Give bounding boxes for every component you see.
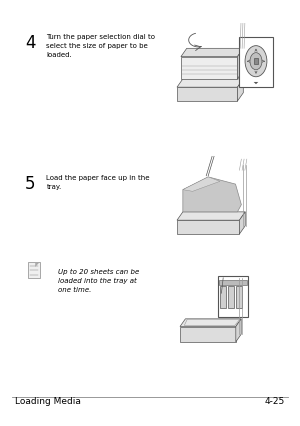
- Polygon shape: [35, 262, 40, 267]
- Polygon shape: [254, 83, 258, 85]
- Polygon shape: [181, 58, 238, 80]
- Polygon shape: [183, 178, 241, 213]
- Polygon shape: [236, 319, 241, 342]
- Polygon shape: [181, 49, 243, 58]
- FancyBboxPatch shape: [239, 38, 273, 88]
- Polygon shape: [183, 178, 220, 192]
- Polygon shape: [180, 319, 241, 327]
- FancyBboxPatch shape: [28, 262, 40, 279]
- Polygon shape: [177, 88, 238, 102]
- Text: Turn the paper selection dial to
select the size of paper to be
loaded.: Turn the paper selection dial to select …: [46, 34, 155, 58]
- FancyBboxPatch shape: [218, 276, 248, 317]
- FancyBboxPatch shape: [254, 59, 258, 65]
- FancyBboxPatch shape: [220, 286, 226, 308]
- Polygon shape: [180, 327, 236, 342]
- Text: 4-25: 4-25: [265, 396, 285, 405]
- Polygon shape: [238, 80, 243, 102]
- Polygon shape: [239, 213, 245, 234]
- Polygon shape: [177, 221, 239, 234]
- Circle shape: [245, 46, 267, 78]
- Circle shape: [250, 54, 262, 71]
- FancyBboxPatch shape: [219, 281, 247, 286]
- Polygon shape: [177, 213, 245, 221]
- FancyBboxPatch shape: [228, 286, 234, 308]
- Text: Loading Media: Loading Media: [15, 396, 81, 405]
- Text: Up to 20 sheets can be
loaded into the tray at
one time.: Up to 20 sheets can be loaded into the t…: [58, 268, 140, 293]
- Polygon shape: [177, 80, 243, 88]
- Text: Load the paper face up in the
tray.: Load the paper face up in the tray.: [46, 175, 150, 190]
- Polygon shape: [238, 49, 243, 80]
- Text: 4: 4: [25, 34, 35, 52]
- Polygon shape: [184, 320, 240, 326]
- Text: 5: 5: [25, 175, 35, 193]
- FancyBboxPatch shape: [236, 286, 242, 308]
